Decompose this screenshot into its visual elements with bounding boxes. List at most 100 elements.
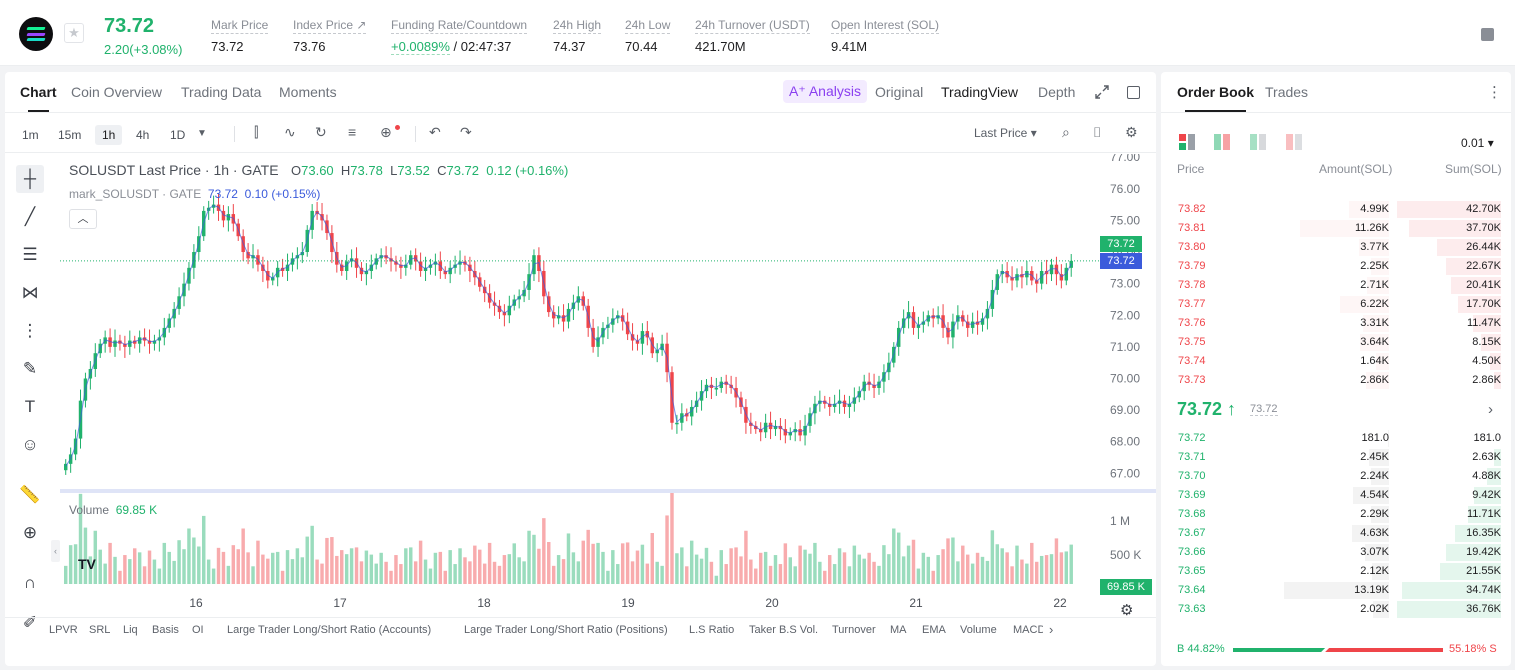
indicator-ltlsr-accounts[interactable]: Large Trader Long/Short Ratio (Accounts) — [227, 624, 432, 636]
ask-row[interactable]: 73.79 2.25K 22.67K — [1173, 257, 1501, 276]
volume-bar — [1015, 545, 1019, 584]
book-asks-only-icon[interactable] — [1250, 134, 1266, 150]
candlestick-chart[interactable]: 77.0076.0075.0074.0073.0072.0071.0070.00… — [60, 154, 1156, 612]
indicator-taker-bs-vol[interactable]: Taker B.S Vol. — [749, 624, 819, 636]
timeframe-15m[interactable]: 15m — [58, 128, 82, 142]
brush-icon[interactable]: ✎ — [22, 359, 38, 378]
ask-row[interactable]: 73.80 3.77K 26.44K — [1173, 238, 1501, 257]
ask-row[interactable]: 73.77 6.22K 17.70K — [1173, 295, 1501, 314]
search-icon[interactable]: ⌕ — [1062, 124, 1070, 140]
timeframe-1d[interactable]: 1D — [170, 128, 186, 142]
emoji-icon[interactable]: ☺ — [21, 435, 39, 454]
bid-row[interactable]: 73.66 3.07K 19.42K — [1173, 543, 1501, 562]
bid-row[interactable]: 73.68 2.29K 11.71K — [1173, 505, 1501, 524]
magnet-icon[interactable]: ∩ — [23, 573, 37, 592]
bid-row[interactable]: 73.69 4.54K 9.42K — [1173, 486, 1501, 505]
bid-row[interactable]: 73.63 2.02K 36.76K — [1173, 600, 1501, 619]
tab-chart[interactable]: Chart — [20, 84, 57, 112]
row-price: 73.75 — [1178, 336, 1206, 348]
dropdown-caret-icon[interactable]: ▼ — [197, 128, 207, 139]
ask-row[interactable]: 73.81 11.26K 37.70K — [1173, 219, 1501, 238]
indicator-volume[interactable]: Volume — [960, 624, 997, 636]
bid-row[interactable]: 73.67 4.63K 16.35K — [1173, 524, 1501, 543]
add-indicator-icon[interactable]: ⊕ — [380, 124, 392, 140]
bid-row[interactable]: 73.65 2.12K 21.55K — [1173, 562, 1501, 581]
ask-row[interactable]: 73.76 3.31K 11.47K — [1173, 314, 1501, 333]
indicator-ma[interactable]: MA — [890, 624, 907, 636]
price-source-select[interactable]: Last Price ▾ — [974, 126, 1037, 140]
volume-bar — [931, 570, 935, 584]
indicator-macd[interactable]: MACD — [1013, 624, 1043, 636]
template-icon[interactable]: ≡ — [348, 124, 357, 140]
indicator-ema[interactable]: EMA — [922, 624, 946, 636]
indicator-liq[interactable]: Liq — [123, 624, 138, 636]
trendline-icon[interactable]: ╱ — [24, 207, 36, 226]
indicator-turnover[interactable]: Turnover — [832, 624, 876, 636]
tab-original[interactable]: Original — [875, 84, 924, 100]
indicator-srl[interactable]: SRL — [89, 624, 111, 636]
indicator-icon[interactable]: ∿ — [284, 124, 296, 140]
fib-icon[interactable]: ⋮ — [21, 321, 39, 340]
redo-icon[interactable]: ↷ — [460, 124, 472, 140]
favorite-star-icon[interactable]: ★ — [64, 23, 84, 43]
indicator-lpvr[interactable]: LPVR — [49, 624, 78, 636]
row-sum: 17.70K — [1466, 298, 1501, 310]
amount-bar — [1349, 201, 1389, 218]
timeframe-1h[interactable]: 1h — [95, 125, 123, 145]
stat-index-price[interactable]: Index Price ↗ 73.76 — [293, 18, 367, 54]
tab-order-book[interactable]: Order Book — [1177, 84, 1255, 112]
text-tool-icon[interactable]: T — [24, 397, 36, 416]
lock-draw-icon[interactable]: ✐ — [22, 613, 38, 632]
candle-type-icon[interactable]: ⫿ — [254, 124, 259, 140]
tab-trading-data[interactable]: Trading Data — [181, 84, 262, 100]
ask-row[interactable]: 73.78 2.71K 20.41K — [1173, 276, 1501, 295]
ruler-icon[interactable]: 📏 — [19, 485, 41, 504]
horizontal-lines-icon[interactable]: ☰ — [22, 245, 38, 264]
bid-row[interactable]: 73.72 181.0 181.0 — [1173, 429, 1501, 448]
tab-moments[interactable]: Moments — [279, 84, 337, 100]
ask-row[interactable]: 73.75 3.64K 8.15K — [1173, 333, 1501, 352]
tab-coin-overview[interactable]: Coin Overview — [71, 84, 163, 100]
settings-gear-icon[interactable]: ⚙ — [1125, 124, 1138, 140]
book-depth-icon[interactable] — [1286, 134, 1302, 150]
ask-row[interactable]: 73.74 1.64K 4.50K — [1173, 352, 1501, 371]
camera-icon[interactable]: ⌷ — [1093, 124, 1102, 140]
zoom-in-icon[interactable]: ⊕ — [22, 523, 38, 542]
window-icon[interactable] — [1127, 86, 1140, 99]
tab-depth[interactable]: Depth — [1038, 84, 1076, 100]
volume-bar — [384, 561, 388, 584]
indicator-basis[interactable]: Basis — [152, 624, 179, 636]
scroll-right-icon[interactable]: › — [1049, 622, 1054, 637]
indicator-ls-ratio[interactable]: L.S Ratio — [689, 624, 735, 636]
volume-bar — [305, 536, 309, 584]
chevron-right-icon[interactable]: › — [1488, 401, 1493, 418]
volume-bar — [468, 561, 472, 584]
axis-settings-icon[interactable]: ⚙ — [1120, 602, 1134, 619]
tab-trades[interactable]: Trades — [1265, 84, 1309, 100]
book-bids-only-icon[interactable] — [1214, 134, 1230, 150]
indicator-ltlsr-positions[interactable]: Large Trader Long/Short Ratio (Positions… — [464, 624, 668, 636]
indicator-oi[interactable]: OI — [192, 624, 204, 636]
crosshair-icon[interactable]: ┼ — [16, 165, 44, 193]
expand-icon[interactable] — [1095, 85, 1109, 99]
collapse-toolbar-button[interactable]: ‹ — [51, 540, 60, 562]
more-options-icon[interactable]: ⋮ — [1487, 84, 1502, 101]
ask-row[interactable]: 73.73 2.86K 2.86K — [1173, 371, 1501, 390]
replay-icon[interactable]: ↻ — [315, 124, 327, 140]
collapse-legend-button[interactable]: ︿ — [69, 209, 97, 229]
bid-row[interactable]: 73.64 13.19K 34.74K — [1173, 581, 1501, 600]
bid-row[interactable]: 73.71 2.45K 2.63K — [1173, 448, 1501, 467]
book-icon[interactable] — [1481, 28, 1494, 41]
ask-row[interactable]: 73.82 4.99K 42.70K — [1173, 200, 1501, 219]
candle-body — [251, 255, 255, 259]
timeframe-1m[interactable]: 1m — [22, 128, 39, 142]
bid-row[interactable]: 73.70 2.24K 4.88K — [1173, 467, 1501, 486]
timeframe-4h[interactable]: 4h — [136, 128, 150, 142]
volume-bar — [300, 557, 305, 584]
pattern-icon[interactable]: ⋈ — [21, 283, 39, 302]
ai-analysis-button[interactable]: A⁺ Analysis — [783, 80, 867, 103]
precision-select[interactable]: 0.01 ▾ — [1461, 136, 1494, 150]
tab-tradingview[interactable]: TradingView — [941, 84, 1019, 100]
book-both-sides-icon[interactable] — [1179, 134, 1195, 150]
undo-icon[interactable]: ↶ — [429, 124, 441, 140]
